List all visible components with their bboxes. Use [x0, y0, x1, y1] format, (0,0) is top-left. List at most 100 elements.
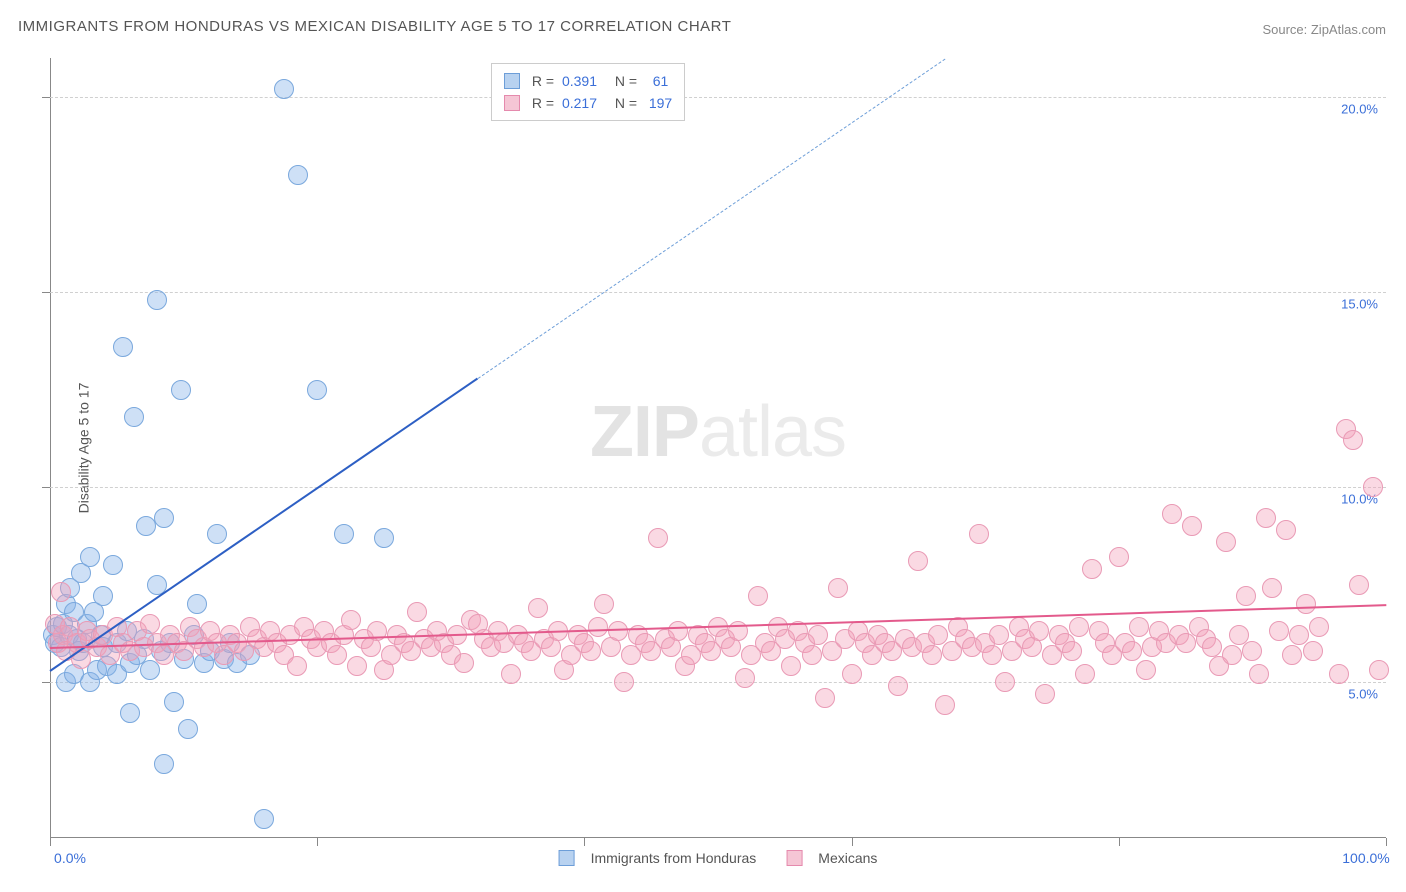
scatter-point [1296, 594, 1316, 614]
xtick [1386, 838, 1387, 846]
scatter-point [154, 754, 174, 774]
source-attribution: Source: ZipAtlas.com [1262, 22, 1386, 37]
chart-title: IMMIGRANTS FROM HONDURAS VS MEXICAN DISA… [18, 18, 731, 35]
legend-swatch [559, 850, 575, 866]
scatter-point [1216, 532, 1236, 552]
scatter-point [113, 337, 133, 357]
scatter-point [781, 656, 801, 676]
scatter-point [178, 719, 198, 739]
scatter-point [594, 594, 614, 614]
scatter-point [842, 664, 862, 684]
scatter-point [1069, 617, 1089, 637]
ytick [42, 292, 50, 293]
scatter-point [1035, 684, 1055, 704]
scatter-point [171, 380, 191, 400]
xtick [1119, 838, 1120, 846]
watermark-atlas: atlas [699, 392, 846, 472]
scatter-point [274, 79, 294, 99]
scatter-point [254, 809, 274, 829]
ytick-label: 5.0% [1348, 687, 1378, 702]
scatter-point [748, 586, 768, 606]
gridline [50, 487, 1386, 488]
scatter-point [1129, 617, 1149, 637]
ytick [42, 97, 50, 98]
scatter-point [207, 524, 227, 544]
scatter-point [1303, 641, 1323, 661]
scatter-point [307, 380, 327, 400]
scatter-point [347, 656, 367, 676]
scatter-point [1182, 516, 1202, 536]
scatter-point [454, 653, 474, 673]
legend-label: Immigrants from Honduras [591, 850, 757, 866]
scatter-point [1236, 586, 1256, 606]
scatter-point [1309, 617, 1329, 637]
scatter-point [374, 528, 394, 548]
scatter-point [1109, 547, 1129, 567]
scatter-point [1222, 645, 1242, 665]
scatter-point [187, 594, 207, 614]
scatter-point [1329, 664, 1349, 684]
xtick-label: 100.0% [1342, 850, 1389, 866]
scatter-point [1256, 508, 1276, 528]
legend-swatch [504, 73, 520, 89]
scatter-point [1136, 660, 1156, 680]
scatter-point [140, 614, 160, 634]
legend-bottom-item: Immigrants from Honduras [559, 850, 757, 866]
scatter-point [1075, 664, 1095, 684]
ytick-label: 15.0% [1341, 297, 1378, 312]
ytick [42, 682, 50, 683]
y-axis-line [50, 58, 51, 838]
scatter-point [908, 551, 928, 571]
scatter-point [1282, 645, 1302, 665]
scatter-point [935, 695, 955, 715]
legend-stats: R = 0.391 N = 61 [532, 73, 668, 89]
scatter-point [1082, 559, 1102, 579]
scatter-point [288, 165, 308, 185]
scatter-point [51, 582, 71, 602]
scatter-point [982, 645, 1002, 665]
watermark-zip: ZIP [590, 392, 699, 472]
scatter-point [995, 672, 1015, 692]
scatter-point [648, 528, 668, 548]
scatter-point [1262, 578, 1282, 598]
scatter-point [1202, 637, 1222, 657]
scatter-point [93, 586, 113, 606]
scatter-point [1343, 430, 1363, 450]
scatter-point [501, 664, 521, 684]
scatter-point [164, 692, 184, 712]
scatter-point [1062, 641, 1082, 661]
gridline [50, 292, 1386, 293]
scatter-point [1269, 621, 1289, 641]
scatter-point [1029, 621, 1049, 641]
x-axis-line [50, 837, 1386, 838]
scatter-point [802, 645, 822, 665]
scatter-point [581, 641, 601, 661]
ytick-label: 20.0% [1341, 102, 1378, 117]
legend-bottom: Immigrants from HondurasMexicans [559, 850, 878, 866]
scatter-point [1162, 504, 1182, 524]
plot-area: Disability Age 5 to 17 ZIPatlas 5.0%10.0… [50, 58, 1386, 838]
scatter-point [614, 672, 634, 692]
scatter-point [1176, 633, 1196, 653]
scatter-point [735, 668, 755, 688]
legend-row: R = 0.217 N = 197 [504, 92, 672, 114]
scatter-point [1242, 641, 1262, 661]
watermark: ZIPatlas [590, 391, 846, 473]
scatter-point [154, 508, 174, 528]
scatter-point [668, 621, 688, 641]
scatter-point [147, 290, 167, 310]
xtick [584, 838, 585, 846]
legend-row: R = 0.391 N = 61 [504, 70, 672, 92]
scatter-point [528, 598, 548, 618]
scatter-point [815, 688, 835, 708]
scatter-point [287, 656, 307, 676]
scatter-point [1276, 520, 1296, 540]
scatter-point [1363, 477, 1383, 497]
scatter-point [588, 617, 608, 637]
ytick [42, 487, 50, 488]
scatter-point [120, 703, 140, 723]
scatter-point [828, 578, 848, 598]
xtick [852, 838, 853, 846]
scatter-point [407, 602, 427, 622]
plot-inner: ZIPatlas 5.0%10.0%15.0%20.0%0.0%100.0%R … [50, 58, 1386, 838]
